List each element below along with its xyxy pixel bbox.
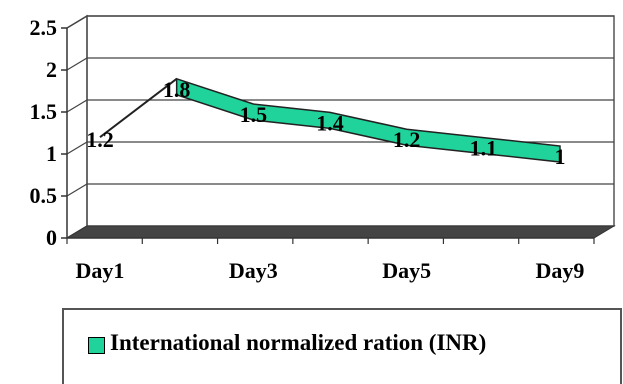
data-label: 1.2 <box>393 127 421 152</box>
x-tick-label: Day1 <box>76 258 125 283</box>
gridline <box>66 99 614 113</box>
data-label: 1 <box>555 144 566 169</box>
x-tick-label: Day5 <box>382 258 431 283</box>
gridline <box>66 15 614 29</box>
legend-label-inr: International normalized ration (INR) <box>110 330 487 355</box>
data-label: 1.4 <box>316 110 344 135</box>
gridline <box>66 183 614 197</box>
gridline <box>66 57 614 71</box>
x-tick-label: Day9 <box>536 258 585 283</box>
series-ribbon-inr <box>175 77 561 163</box>
y-tick-label: 0.5 <box>30 183 58 208</box>
y-tick-label: 2.5 <box>30 15 58 40</box>
y-tick-label: 1.5 <box>30 99 58 124</box>
x-tick-label: Day3 <box>229 258 278 283</box>
y-tick-label: 1 <box>46 141 57 166</box>
data-label: 1.5 <box>240 102 268 127</box>
y-tick-label: 0 <box>46 225 57 250</box>
plot-floor <box>65 225 616 239</box>
plot-side-wall <box>66 14 88 239</box>
chart-legend: International normalized ration (INR) <box>62 308 622 384</box>
legend-swatch-inr <box>88 337 105 354</box>
data-label: 1.2 <box>86 127 114 152</box>
series-line-segment <box>99 78 178 138</box>
data-label: 1.1 <box>470 136 498 161</box>
y-tick-label: 2 <box>46 57 57 82</box>
data-label: 1.8 <box>163 77 191 102</box>
